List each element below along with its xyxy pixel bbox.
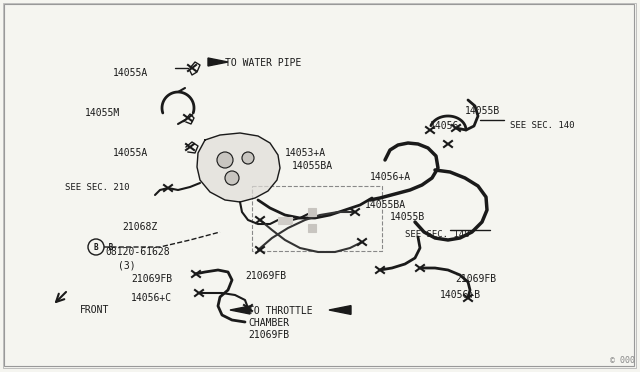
Text: 14056: 14056: [430, 121, 460, 131]
Text: (3): (3): [118, 260, 136, 270]
Text: SEE SEC. 140: SEE SEC. 140: [510, 121, 575, 130]
Text: 21069FB: 21069FB: [455, 274, 496, 284]
Circle shape: [217, 152, 233, 168]
Polygon shape: [329, 306, 351, 314]
Text: 21069FB: 21069FB: [131, 274, 172, 284]
Text: FRONT: FRONT: [80, 305, 109, 315]
Text: 14055M: 14055M: [84, 108, 120, 118]
Polygon shape: [208, 58, 228, 66]
Bar: [278, 217, 292, 224]
Text: 08120-61628: 08120-61628: [105, 247, 170, 257]
Text: 14056+B: 14056+B: [440, 290, 481, 300]
Text: B: B: [104, 243, 113, 251]
Bar: [308, 208, 316, 216]
Text: 21069FB: 21069FB: [245, 271, 286, 281]
Text: 14056+C: 14056+C: [131, 293, 172, 303]
Text: 14055B: 14055B: [465, 106, 500, 116]
Text: TO THROTTLE: TO THROTTLE: [248, 306, 312, 316]
Text: 14055BA: 14055BA: [292, 161, 333, 171]
Circle shape: [242, 152, 254, 164]
Text: 14055A: 14055A: [113, 68, 148, 78]
Text: 14056+A: 14056+A: [370, 172, 411, 182]
Text: CHAMBER: CHAMBER: [248, 318, 289, 328]
Text: SEE SEC. 148: SEE SEC. 148: [405, 230, 470, 239]
Text: TO WATER PIPE: TO WATER PIPE: [225, 58, 301, 68]
Bar: [308, 224, 316, 232]
Polygon shape: [197, 133, 280, 202]
Text: 14055A: 14055A: [113, 148, 148, 158]
Text: 14055BA: 14055BA: [365, 200, 406, 210]
Circle shape: [225, 171, 239, 185]
Text: 21068Z: 21068Z: [123, 222, 158, 232]
Text: SEE SEC. 210: SEE SEC. 210: [65, 183, 129, 192]
Text: 21069FB: 21069FB: [248, 330, 289, 340]
Text: © 000: © 000: [610, 356, 635, 365]
Bar: [252, 186, 382, 251]
Text: 14053+A: 14053+A: [285, 148, 326, 158]
Text: B: B: [93, 243, 99, 251]
Polygon shape: [230, 306, 250, 314]
Text: 14055B: 14055B: [390, 212, 425, 222]
